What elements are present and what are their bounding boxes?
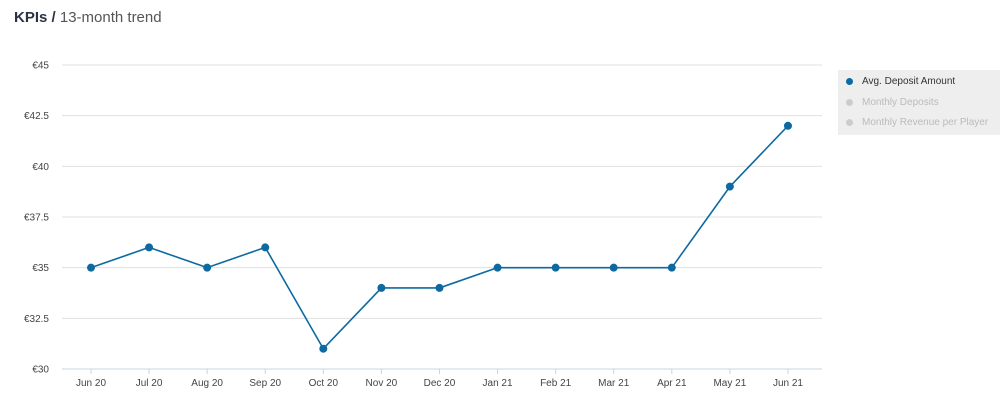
data-point <box>725 182 734 191</box>
y-tick-label: €30 <box>32 365 49 376</box>
title-subtitle: 13-month trend <box>59 9 162 26</box>
data-point <box>377 283 386 292</box>
data-point <box>319 344 328 353</box>
legend-item-monthly-revenue-per-player[interactable]: Monthly Revenue per Player <box>846 117 988 128</box>
y-tick-label: €32.5 <box>24 314 49 325</box>
y-tick-label: €35 <box>32 263 49 274</box>
y-tick-label: €37.5 <box>24 213 49 224</box>
x-tick-label: Oct 20 <box>309 378 339 389</box>
line-chart: €30 €32.5 €35 €37.5 €40 €42.5 €45 Jun 20 Jul 20 A… <box>24 61 822 389</box>
title-kpis: KPIs / <box>14 9 56 26</box>
series-line <box>90 125 789 350</box>
chart-legend: Avg. Deposit Amount Monthly Deposits Mon… <box>838 70 1000 135</box>
page-title: KPIs / 13-month trend <box>14 9 162 26</box>
data-point <box>87 263 95 272</box>
x-tick-label: Jun 21 <box>773 378 803 389</box>
x-tick-label: Jan 21 <box>483 378 513 389</box>
legend-item-avg-deposit-amount[interactable]: Avg. Deposit Amount <box>846 76 955 87</box>
data-point <box>493 263 502 272</box>
legend-label: Monthly Deposits <box>862 97 939 108</box>
x-tick-label: Jun 20 <box>76 378 106 389</box>
y-tick-label: €42.5 <box>24 111 49 122</box>
legend-dot <box>846 119 853 126</box>
x-tick-label: Jul 20 <box>136 378 163 389</box>
x-tick-label: Dec 20 <box>424 378 456 389</box>
x-tick-label: Apr 21 <box>657 378 687 389</box>
legend-item-monthly-deposits[interactable]: Monthly Deposits <box>846 97 939 108</box>
x-tick-label: Feb 21 <box>540 378 572 389</box>
data-point <box>203 263 212 272</box>
legend-dot <box>846 78 853 85</box>
data-point <box>609 263 618 272</box>
x-tick-label: Sep 20 <box>249 378 281 389</box>
legend-label: Monthly Revenue per Player <box>862 117 989 128</box>
data-point <box>261 243 270 252</box>
legend-label: Avg. Deposit Amount <box>862 76 956 87</box>
data-point <box>667 263 676 272</box>
x-tick-label: May 21 <box>713 378 746 389</box>
y-tick-label: €45 <box>32 61 49 72</box>
x-tick-label: Aug 20 <box>191 378 223 389</box>
data-point <box>783 121 792 130</box>
legend-dot <box>846 99 853 106</box>
x-tick-label: Nov 20 <box>366 378 398 389</box>
data-point <box>145 243 154 252</box>
x-tick-label: Mar 21 <box>598 378 630 389</box>
y-tick-label: €40 <box>32 162 49 173</box>
data-point <box>435 283 444 292</box>
data-point <box>551 263 560 272</box>
